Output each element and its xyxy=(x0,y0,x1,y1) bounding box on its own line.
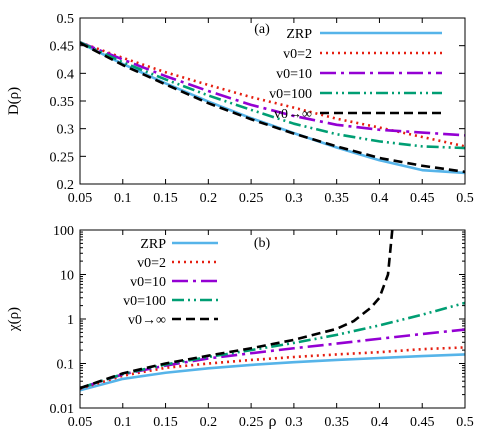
x-tick-label: 0.35 xyxy=(324,191,349,206)
y-tick-label: 0.4 xyxy=(57,67,75,82)
series-line-4 xyxy=(80,41,465,150)
series-line-2 xyxy=(80,346,465,391)
x-tick-label: 0.3 xyxy=(285,191,303,206)
x-tick-label: 0.4 xyxy=(371,415,389,429)
series-group xyxy=(80,230,465,392)
legend-label: v0=2 xyxy=(137,256,166,271)
x-axis-label: ρ xyxy=(269,413,277,429)
legend-label: v0=10 xyxy=(276,67,312,82)
panel-b-chart: 0.05 0.1 0.15 0.2 0.25 0.3 0.35 0.4 0.45 0.5 0.01 0… xyxy=(6,224,474,429)
y-tick-label: 1 xyxy=(67,313,74,328)
legend-label: v0→∞ xyxy=(128,313,166,328)
x-tick-label: 0.5 xyxy=(456,191,474,206)
x-tick-label: 0.5 xyxy=(456,415,474,429)
x-tick-label: 0.25 xyxy=(239,191,264,206)
x-tick-label: 0.1 xyxy=(114,191,132,206)
series-line-4 xyxy=(80,301,465,390)
plot-frame xyxy=(79,229,466,409)
legend-label: v0→∞ xyxy=(274,107,312,122)
panel-a-chart: 0.05 0.1 0.15 0.2 0.25 0.3 0.35 0.4 0.45 0.5 0.2 0.… xyxy=(6,12,474,206)
x-tick-label: 0.05 xyxy=(68,415,93,429)
legend-label: ZRP xyxy=(140,237,166,252)
series-line-3 xyxy=(80,328,465,390)
y-tick-label: 0.5 xyxy=(57,12,75,27)
x-tick-label: 0.2 xyxy=(200,191,218,206)
series-line-3 xyxy=(80,41,465,137)
series-group xyxy=(80,41,465,175)
legend-label: v0=100 xyxy=(269,87,312,102)
x-tick-label: 0.15 xyxy=(153,191,178,206)
y-tick-label: 0.3 xyxy=(57,123,75,138)
series-line-1 xyxy=(80,353,465,392)
x-tick-label: 0.25 xyxy=(239,415,264,429)
y-tick-label: 0.25 xyxy=(50,150,75,165)
x-tick-label: 0.1 xyxy=(114,415,132,429)
y-tick-label: 0.1 xyxy=(57,358,75,373)
x-tick-label: 0.05 xyxy=(68,191,93,206)
y-axis-label: χ(ρ) xyxy=(6,307,22,332)
y-tick-label: 100 xyxy=(53,224,74,239)
plot-frame xyxy=(79,17,466,185)
panel-label: (b) xyxy=(254,236,271,251)
y-tick-label: 0.2 xyxy=(57,178,75,193)
legend-label: v0=10 xyxy=(130,275,166,290)
x-tick-label: 0.45 xyxy=(410,191,435,206)
panel-label: (a) xyxy=(254,22,270,37)
y-tick-label: 0.45 xyxy=(50,40,75,55)
y-tick-label: 0.01 xyxy=(50,402,75,417)
x-tick-label: 0.35 xyxy=(324,415,349,429)
x-tick-label: 0.15 xyxy=(153,415,178,429)
x-tick-label: 0.2 xyxy=(200,415,218,429)
x-tick-label: 0.4 xyxy=(371,191,389,206)
series-line-5 xyxy=(80,41,465,174)
legend-label: v0=100 xyxy=(123,294,166,309)
y-axis-label: D(ρ) xyxy=(6,87,22,115)
legend-label: v0=2 xyxy=(283,47,312,62)
y-tick-label: 0.35 xyxy=(50,95,75,110)
legend-label: ZRP xyxy=(286,27,312,42)
y-tick-label: 10 xyxy=(60,269,74,284)
series-line-5 xyxy=(80,230,394,390)
x-tick-label: 0.3 xyxy=(285,415,303,429)
x-tick-label: 0.45 xyxy=(410,415,435,429)
